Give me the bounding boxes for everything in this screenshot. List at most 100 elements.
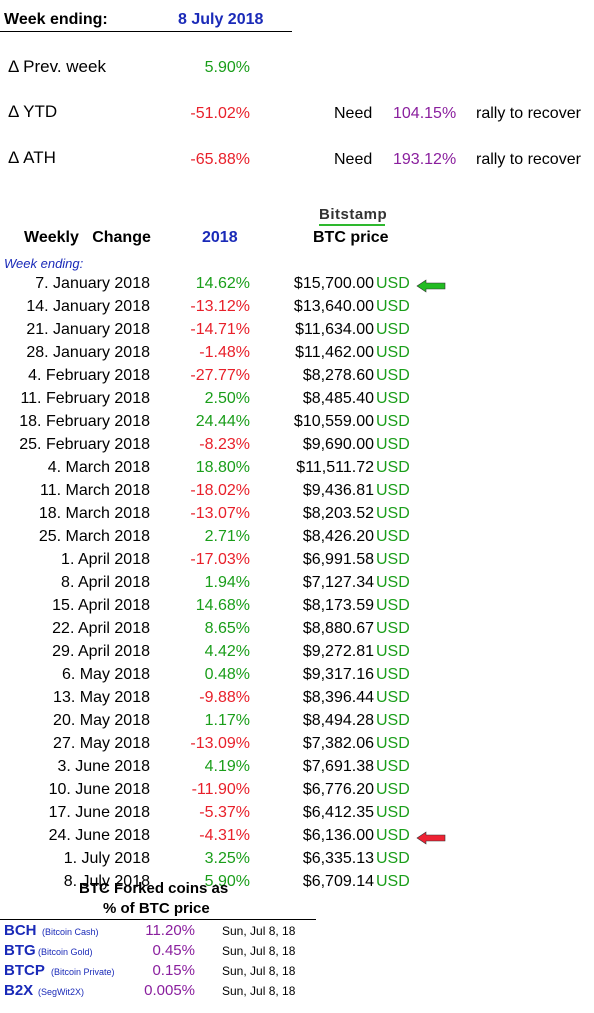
week-date: 13. May 2018 (53, 689, 150, 706)
week-date: 27. May 2018 (53, 735, 150, 752)
btc-price: $6,709.14 (302, 873, 374, 890)
forked-coin-code: BTCP (4, 962, 45, 979)
week-date: 24. June 2018 (48, 827, 150, 844)
column-header-year: 2018 (202, 229, 238, 246)
header-underline (0, 31, 292, 32)
forked-coin-date: Sun, Jul 8, 18 (222, 964, 296, 978)
currency-label: USD (376, 482, 410, 499)
table-row: 24. June 2018 -4.31% $6,136.00 USD (0, 826, 460, 849)
week-date: 1. July 2018 (63, 850, 150, 867)
weekly-change-percent: 4.42% (204, 643, 250, 660)
week-date: 3. June 2018 (57, 758, 150, 775)
forked-coin-row: BTG (Bitcoin Gold) 0.45% Sun, Jul 8, 18 (0, 941, 320, 961)
currency-label: USD (376, 321, 410, 338)
forked-coin-date: Sun, Jul 8, 18 (222, 924, 296, 938)
week-date: 29. April 2018 (52, 643, 150, 660)
table-row: 22. April 2018 8.65% $8,880.67 USD (0, 619, 460, 642)
btc-price: $6,335.13 (302, 850, 374, 867)
table-row: 1. April 2018 -17.03% $6,991.58 USD (0, 550, 460, 573)
forked-coin-date: Sun, Jul 8, 18 (222, 944, 296, 958)
metric-prev-week-label: Δ Prev. week (8, 57, 106, 76)
btc-price: $8,278.60 (302, 367, 374, 384)
metric-ytd-rally-label: rally to recover (476, 105, 581, 122)
currency-label: USD (376, 827, 410, 844)
forked-coin-name: (Bitcoin Cash) (42, 927, 99, 937)
metric-ath-rally-label: rally to recover (476, 151, 581, 168)
btc-price: $11,462.00 (295, 344, 374, 361)
btc-price: $6,776.20 (302, 781, 374, 798)
week-date: 18. February 2018 (19, 413, 150, 430)
table-row: 18. March 2018 -13.07% $8,203.52 USD (0, 504, 460, 527)
week-ending-date: 8 July 2018 (178, 11, 264, 28)
currency-label: USD (376, 850, 410, 867)
weekly-change-percent: -11.90% (191, 781, 250, 798)
btc-price: $7,382.06 (302, 735, 374, 752)
table-row: 21. January 2018 -14.71% $11,634.00 USD (0, 320, 460, 343)
weekly-change-percent: -5.37% (199, 804, 250, 821)
forked-coins-table: BCH (Bitcoin Cash) 11.20% Sun, Jul 8, 18 BTG… (0, 921, 320, 1001)
currency-label: USD (376, 781, 410, 798)
btc-price: $11,511.72 (296, 459, 374, 476)
bitstamp-logo-bar (319, 224, 385, 226)
forked-coin-code: BCH (4, 922, 37, 939)
currency-label: USD (376, 666, 410, 683)
weekly-change-percent: -18.02% (190, 482, 250, 499)
metric-ath-label: Δ ATH (8, 148, 56, 167)
week-date: 4. February 2018 (28, 367, 150, 384)
currency-label: USD (376, 436, 410, 453)
week-ending-label: Week ending: (4, 11, 108, 28)
table-row: 13. May 2018 -9.88% $8,396.44 USD (0, 688, 460, 711)
week-date: 11. February 2018 (20, 390, 150, 407)
week-date: 8. April 2018 (61, 574, 150, 591)
table-row: 6. May 2018 0.48% $9,317.16 USD (0, 665, 460, 688)
left-arrow-red-icon (416, 831, 446, 850)
weekly-change-percent: 0.48% (204, 666, 250, 683)
forked-coins-title: BTC Forked coins as (79, 880, 229, 897)
btc-price: $8,880.67 (302, 620, 374, 637)
column-header-btc-price: BTC price (313, 229, 389, 246)
weekly-change-percent: 3.25% (204, 850, 250, 867)
weekly-change-percent: -4.31% (199, 827, 250, 844)
btc-price: $10,559.00 (293, 413, 374, 430)
table-row: 4. February 2018 -27.77% $8,278.60 USD (0, 366, 460, 389)
table-row: 27. May 2018 -13.09% $7,382.06 USD (0, 734, 460, 757)
table-row: 8. April 2018 1.94% $7,127.34 USD (0, 573, 460, 596)
week-date: 22. April 2018 (52, 620, 150, 637)
forked-coin-percent: 0.15% (152, 962, 195, 979)
weekly-change-percent: 1.17% (204, 712, 250, 729)
weekly-change-percent: 2.50% (204, 390, 250, 407)
metric-ytd-need-label: Need (334, 105, 373, 122)
table-row: 25. March 2018 2.71% $8,426.20 USD (0, 527, 460, 550)
metric-ath-value: -65.88% (190, 151, 250, 168)
weekly-change-percent: 24.44% (195, 413, 250, 430)
currency-label: USD (376, 344, 410, 361)
table-row: 28. January 2018 -1.48% $11,462.00 USD (0, 343, 460, 366)
forked-coin-percent: 11.20% (145, 922, 195, 939)
week-date: 18. March 2018 (38, 505, 150, 522)
week-date: 4. March 2018 (47, 459, 150, 476)
table-row: 20. May 2018 1.17% $8,494.28 USD (0, 711, 460, 734)
weekly-change-percent: -14.71% (190, 321, 250, 338)
btc-price: $8,203.52 (302, 505, 374, 522)
week-date: 8. July 2018 (63, 873, 150, 890)
forked-coin-code: B2X (4, 982, 34, 999)
weekly-change-percent: 14.68% (195, 597, 250, 614)
currency-label: USD (376, 574, 410, 591)
week-date: 1. April 2018 (61, 551, 150, 568)
currency-label: USD (376, 804, 410, 821)
weekly-change-percent: -1.48% (199, 344, 250, 361)
week-date: 21. January 2018 (26, 321, 150, 338)
weekly-change-percent: 2.71% (204, 528, 250, 545)
weekly-change-percent: -13.07% (190, 505, 250, 522)
currency-label: USD (376, 528, 410, 545)
currency-label: USD (376, 758, 410, 775)
forked-coin-code: BTG (4, 942, 36, 959)
week-date: 25. March 2018 (38, 528, 150, 545)
currency-label: USD (376, 689, 410, 706)
weekly-change-percent: -8.23% (199, 436, 250, 453)
table-row: 4. March 2018 18.80% $11,511.72 USD (0, 458, 460, 481)
forked-coin-percent: 0.45% (152, 942, 195, 959)
btc-price: $7,127.34 (302, 574, 374, 591)
forked-coin-name: (SegWit2X) (38, 987, 85, 997)
currency-label: USD (376, 551, 410, 568)
